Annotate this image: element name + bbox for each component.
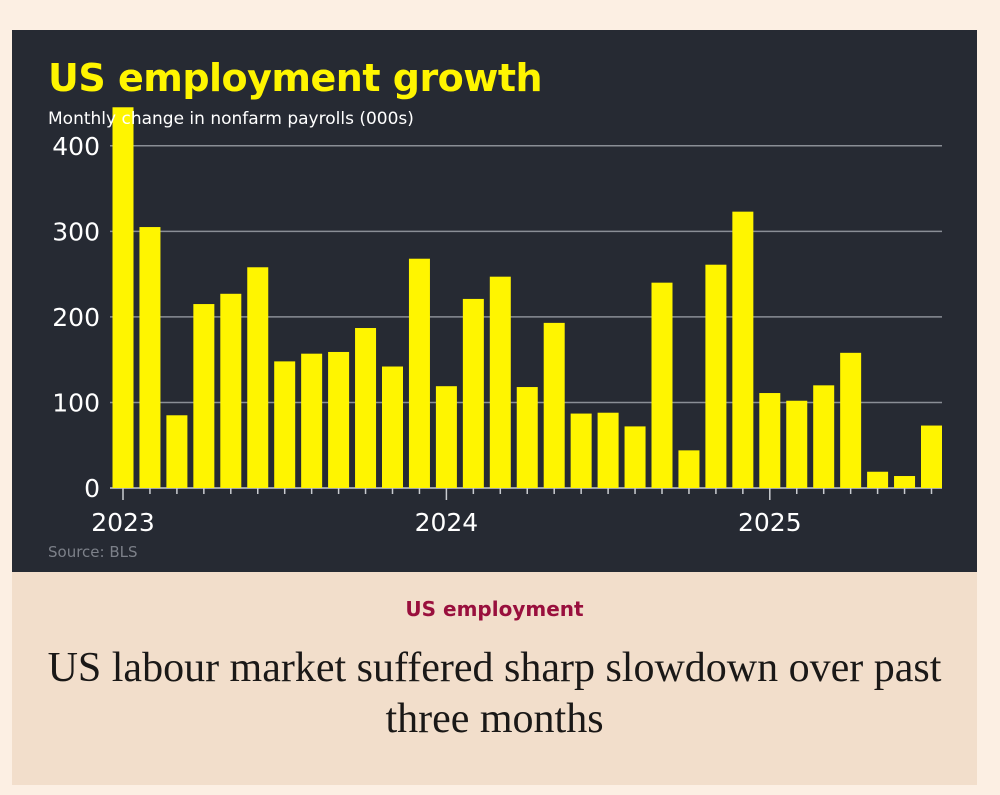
article-headline[interactable]: US labour market suffered sharp slowdown… bbox=[47, 645, 942, 742]
bar-may-2025[interactable] bbox=[867, 471, 889, 488]
article-card[interactable]: 0 100 200 300 400 2023 2024 2025 US employment … bbox=[12, 30, 977, 785]
bar-may-2024[interactable] bbox=[543, 322, 565, 488]
article-kicker[interactable]: US employment bbox=[405, 597, 584, 621]
bar-nov-2023[interactable] bbox=[382, 366, 403, 488]
bar-sep-2023[interactable] bbox=[328, 351, 350, 488]
bar-jun-2024[interactable] bbox=[570, 413, 592, 488]
bar-jan-2025[interactable] bbox=[759, 393, 781, 488]
bar-apr-2023[interactable] bbox=[193, 304, 215, 488]
y-tick-label-0: 0 bbox=[84, 474, 100, 503]
bar-apr-2025[interactable] bbox=[840, 352, 862, 488]
bar-mar-2023[interactable] bbox=[166, 415, 188, 488]
bar-may-2023[interactable] bbox=[220, 293, 242, 488]
x-tick-label-2024: 2024 bbox=[415, 508, 479, 537]
bar-nov-2024[interactable] bbox=[705, 264, 727, 488]
bar-jul-2024[interactable] bbox=[597, 412, 619, 488]
y-tick-label-400: 400 bbox=[52, 132, 100, 161]
bar-feb-2024[interactable] bbox=[462, 298, 484, 488]
bar-chart: 0 100 200 300 400 2023 2024 2025 bbox=[52, 107, 942, 537]
bar-aug-2024[interactable] bbox=[624, 426, 646, 488]
bar-mar-2024[interactable] bbox=[489, 276, 511, 488]
y-tick-label-200: 200 bbox=[52, 303, 100, 332]
bar-jun-2025[interactable] bbox=[894, 476, 916, 488]
bar-jul-2025[interactable] bbox=[921, 425, 942, 488]
bar-jan-2023[interactable] bbox=[112, 107, 134, 489]
bar-sep-2024[interactable] bbox=[651, 282, 673, 488]
chart-subtitle: Monthly change in nonfarm payrolls (000s… bbox=[48, 109, 414, 129]
bar-jan-2024[interactable] bbox=[435, 386, 457, 488]
chart-panel: 0 100 200 300 400 2023 2024 2025 US employment … bbox=[12, 30, 977, 572]
bar-jun-2023[interactable] bbox=[247, 267, 269, 488]
bar-feb-2023[interactable] bbox=[139, 227, 161, 489]
bar-jul-2023[interactable] bbox=[274, 361, 296, 488]
bar-dec-2024[interactable] bbox=[732, 211, 754, 488]
bar-oct-2024[interactable] bbox=[678, 450, 700, 488]
bar-mar-2025[interactable] bbox=[813, 385, 835, 488]
bar-feb-2025[interactable] bbox=[786, 400, 808, 488]
chart-source: Source: BLS bbox=[48, 543, 138, 561]
chart-title: US employment growth bbox=[48, 56, 543, 100]
x-tick-label-2023: 2023 bbox=[91, 508, 155, 537]
bar-oct-2023[interactable] bbox=[355, 328, 377, 488]
y-tick-label-300: 300 bbox=[52, 217, 100, 246]
bar-aug-2023[interactable] bbox=[301, 353, 323, 488]
bar-dec-2023[interactable] bbox=[408, 258, 430, 488]
x-tick-label-2025: 2025 bbox=[738, 508, 802, 537]
bar-apr-2024[interactable] bbox=[516, 387, 538, 488]
y-tick-label-100: 100 bbox=[52, 388, 100, 417]
